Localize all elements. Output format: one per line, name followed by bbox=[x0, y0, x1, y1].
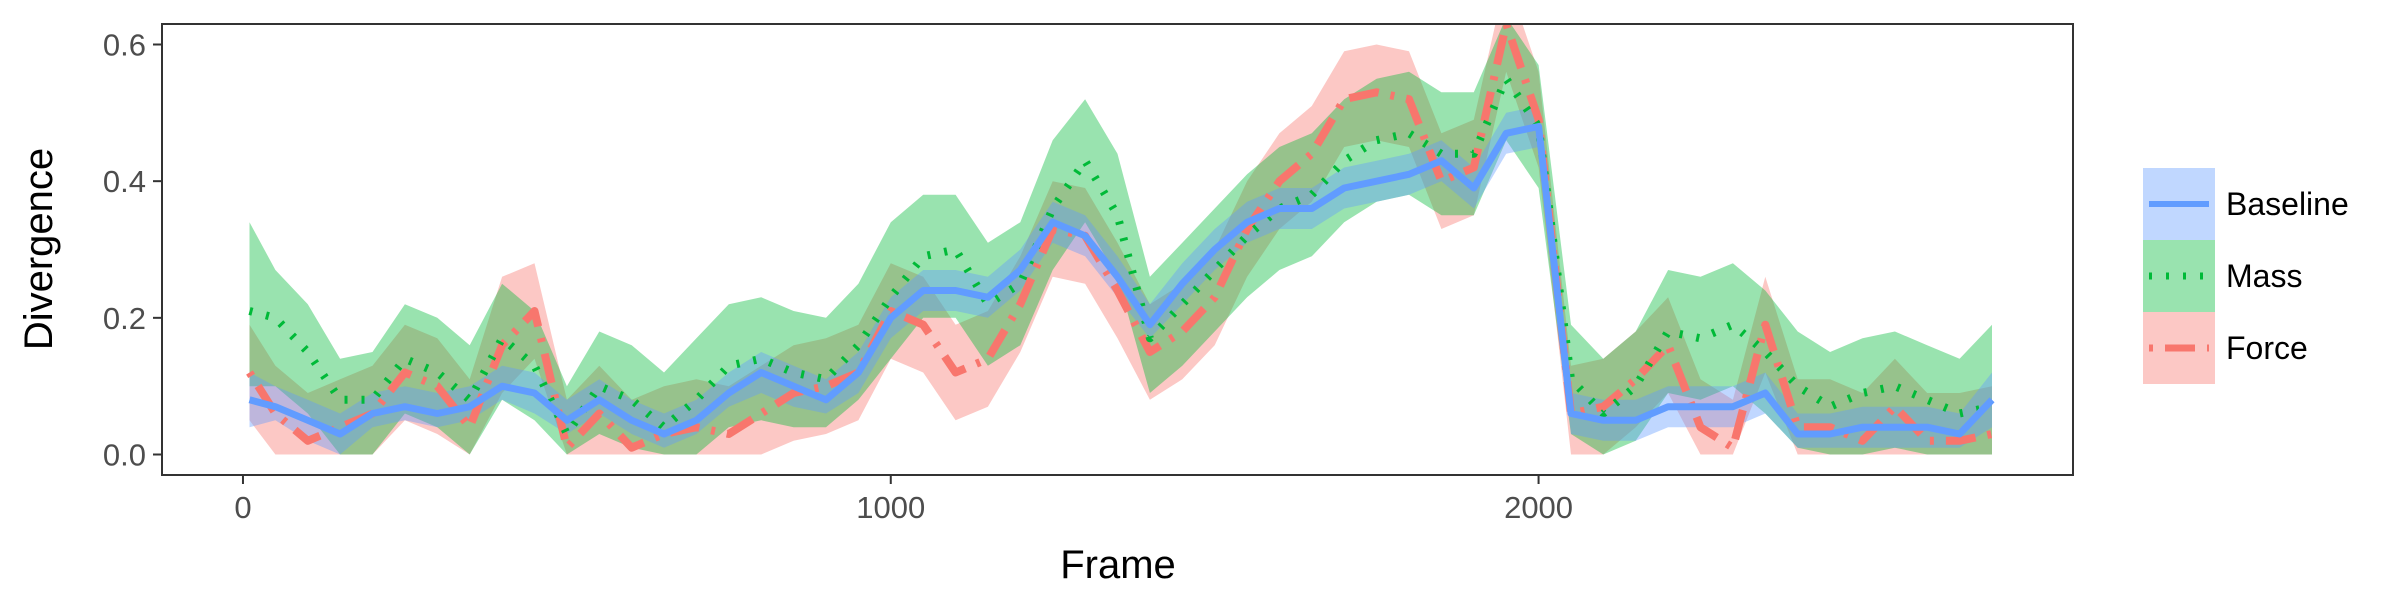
x-axis: 0 1000 2000 bbox=[234, 475, 1573, 525]
legend-label-mass: Mass bbox=[2226, 258, 2302, 294]
y-tick-label: 0.6 bbox=[103, 28, 146, 63]
y-axis-title: Divergence bbox=[17, 148, 61, 350]
x-tick-label: 0 bbox=[234, 490, 251, 525]
series-lines bbox=[246, 24, 1995, 452]
legend-key-mass bbox=[2143, 240, 2215, 312]
force-line bbox=[246, 24, 1993, 452]
x-tick-label: 1000 bbox=[856, 490, 925, 525]
x-tick-label: 2000 bbox=[1504, 490, 1573, 525]
legend-item-baseline: Baseline bbox=[2143, 168, 2349, 240]
legend-item-force: Force bbox=[2143, 312, 2308, 384]
y-tick-label: 0.2 bbox=[103, 301, 146, 336]
legend: Baseline Mass Force bbox=[2143, 168, 2349, 384]
y-axis: 0.0 0.2 0.4 0.6 bbox=[103, 28, 162, 473]
legend-label-force: Force bbox=[2226, 330, 2308, 366]
y-tick-label: 0.0 bbox=[103, 438, 146, 473]
legend-item-mass: Mass bbox=[2143, 240, 2302, 312]
baseline-line bbox=[248, 123, 1995, 438]
y-tick-label: 0.4 bbox=[103, 164, 146, 199]
x-axis-title: Frame bbox=[1060, 543, 1176, 587]
plot-panel-border bbox=[161, 23, 2074, 476]
legend-label-baseline: Baseline bbox=[2226, 186, 2349, 222]
